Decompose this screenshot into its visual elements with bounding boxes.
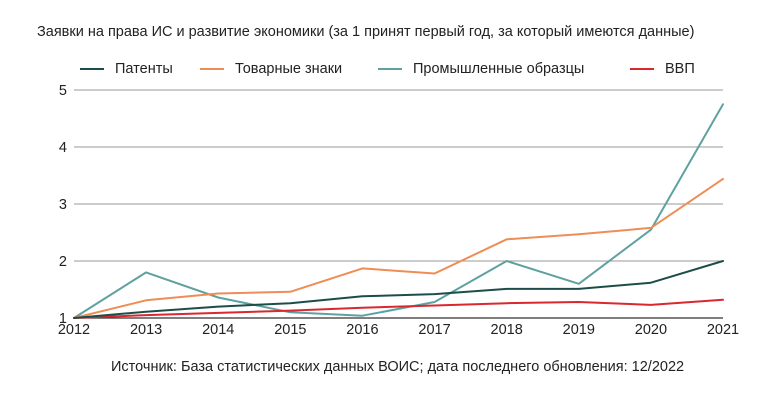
series-line-gdp	[73, 298, 724, 319]
y-tick-label-3: 3	[59, 197, 67, 213]
x-tick-label-2018: 2018	[491, 322, 523, 338]
source-note: Источник: База статистических данных ВОИ…	[111, 359, 685, 375]
legend-item-designs: Промышленные образцы	[378, 61, 584, 77]
x-tick-label-2021: 2021	[707, 322, 739, 338]
x-tick-label-2016: 2016	[346, 322, 378, 338]
legend-label-trademarks: Товарные знаки	[235, 61, 343, 77]
legend-label-patents: Патенты	[115, 61, 173, 77]
x-tick-label-2015: 2015	[274, 322, 306, 338]
y-tick-label-2: 2	[59, 254, 67, 270]
legend-swatch-patents	[80, 68, 104, 70]
series-line-designs	[73, 103, 724, 319]
legend-swatch-designs	[378, 68, 402, 70]
x-tick-label-2013: 2013	[130, 322, 162, 338]
legend-label-designs: Промышленные образцы	[413, 61, 585, 77]
x-tick-label-2019: 2019	[563, 322, 595, 338]
series-line-patents	[73, 260, 724, 319]
legend-swatch-gdp	[630, 68, 654, 70]
legend-item-trademarks: Товарные знаки	[200, 61, 342, 77]
y-tick-label-5: 5	[59, 83, 67, 99]
y-tick-label-4: 4	[59, 140, 67, 156]
legend-swatch-trademarks	[200, 68, 224, 70]
x-tick-label-2014: 2014	[202, 322, 234, 338]
legend-label-gdp: ВВП	[665, 61, 695, 77]
x-tick-label-2020: 2020	[635, 322, 667, 338]
x-tick-label-2017: 2017	[418, 322, 450, 338]
chart-title: Заявки на права ИС и развитие экономики …	[37, 24, 695, 40]
legend-item-patents: Патенты	[80, 61, 173, 77]
legend-item-gdp: ВВП	[630, 61, 695, 77]
x-tick-label-2012: 2012	[58, 322, 90, 338]
series-line-trademarks	[73, 177, 724, 319]
y-tick-label-1: 1	[59, 311, 67, 327]
